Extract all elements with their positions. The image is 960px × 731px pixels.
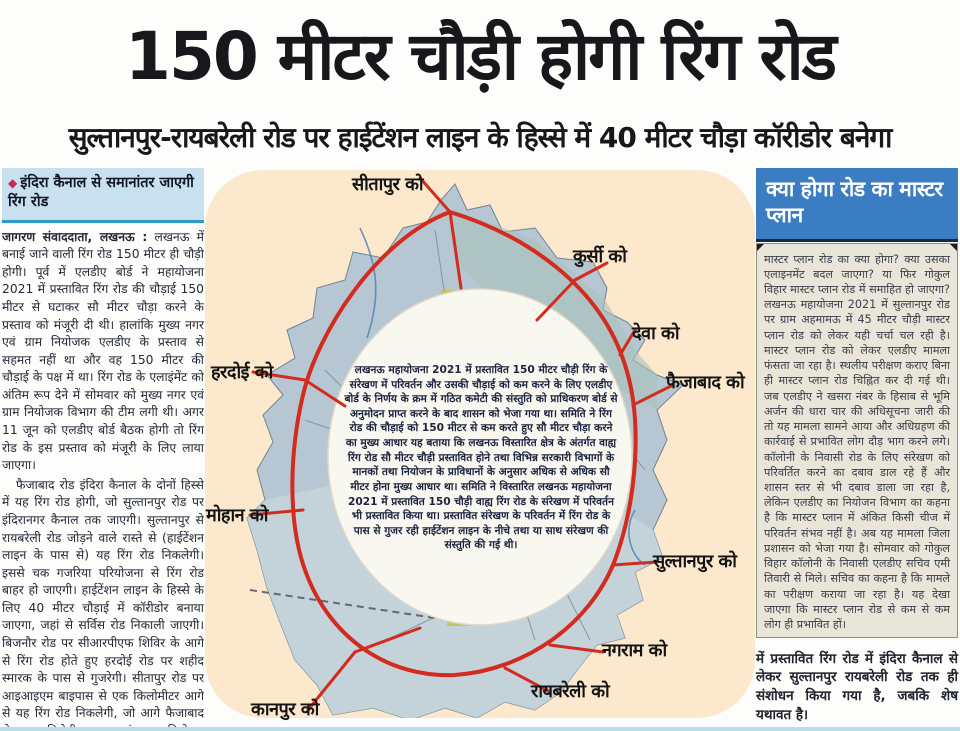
road-to-raebareli	[503, 666, 552, 694]
map-center-note: लखनऊ महायोजना 2021 में प्रस्तावित 150 मी…	[344, 364, 618, 552]
right-footer-note: में प्रस्तावित रिंग रोड में इंदिरा कैनाल…	[756, 650, 958, 724]
map-label-mohan: मोहान को	[206, 505, 268, 526]
article-paragraph: जागरण संवाददाता, लखनऊ : लखनऊ में बनाई जा…	[2, 229, 204, 475]
road-to-mohan	[248, 508, 305, 517]
road-to-sitapur	[418, 176, 452, 214]
road-to-sultanpur	[611, 560, 659, 567]
map-label-kanpur: कानपुर को	[251, 699, 319, 720]
bottom-page-rule	[0, 727, 960, 731]
lucknow-district-map	[246, 176, 684, 718]
map-center-halo	[327, 288, 633, 626]
left-article-column: ◆ इंदिरा कैनाल से समानांतर जाएगी रिंग रोड…	[2, 168, 204, 729]
right-sidebar-column: क्या होगा रोड का मास्टर प्लान मास्टर प्ल…	[756, 168, 958, 729]
map-label-sitapur: सीतापुर को	[352, 174, 424, 195]
map-label-kursi: कुर्सी को	[573, 246, 627, 267]
main-headline: 150 मीटर चौड़ी होगी रिंग रोड	[125, 18, 837, 95]
map-label-sultanpur: सुल्तानपुर को	[653, 551, 737, 572]
map-label-dewa: देवा को	[632, 323, 679, 344]
diamond-bullet-icon: ◆	[8, 176, 18, 190]
map-label-raebareli: रायबरेली को	[531, 681, 610, 702]
district-northeast-region	[455, 210, 657, 410]
sub-headline: सुल्तानपुर-रायबरेली रोड पर हाईटेंशन लाइन…	[68, 121, 893, 154]
right-panel-body: मास्टर प्लान रोड का क्या होगा? क्या उसका…	[756, 242, 958, 638]
left-article-body: जागरण संवाददाता, लखनऊ : लखनऊ में बनाई जा…	[2, 229, 204, 729]
map-label-faizabad: फैजाबाद को	[666, 372, 745, 393]
ring-road	[290, 210, 638, 678]
map-label-nagram: नगराम को	[602, 640, 667, 661]
byline: जागरण संवाददाता, लखनऊ :	[2, 229, 148, 244]
road-to-kursi	[573, 261, 609, 282]
road-to-dewa	[618, 328, 637, 357]
road-to-hardoi	[251, 370, 307, 382]
ring-road-map-panel: सीतापुर को कुर्सी को देवा को फैजाबाद को …	[205, 170, 755, 720]
paragraph-text: लखनऊ में बनाई जाने वाली रिंग रोड 150 मीट…	[2, 229, 204, 473]
article-paragraph: फैजाबाद रोड इंदिरा कैनाल के दोनों हिस्से…	[2, 477, 204, 729]
road-to-faizabad	[631, 383, 675, 407]
road-to-nagram	[548, 643, 605, 654]
right-panel-title: क्या होगा रोड का मास्टर प्लान	[756, 168, 958, 242]
left-kicker-text: इंदिरा कैनाल से समानांतर जाएगी रिंग रोड	[8, 175, 194, 210]
road-to-kanpur	[306, 650, 357, 712]
map-label-hardoi: हरदोई को	[211, 362, 273, 383]
left-kicker-box: ◆ इंदिरा कैनाल से समानांतर जाएगी रिंग रोड	[2, 168, 204, 223]
